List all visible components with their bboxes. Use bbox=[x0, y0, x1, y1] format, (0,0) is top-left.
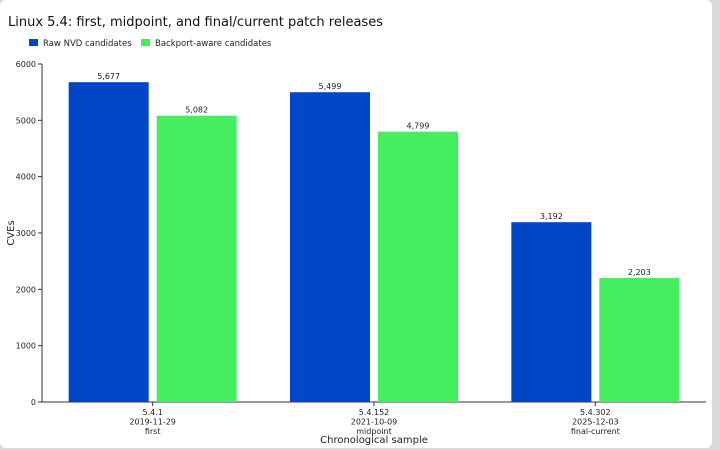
bar-labels: 5,677 5,082 5,499 4,799 3,192 2,203 bbox=[97, 72, 651, 277]
bar-backport-2 bbox=[599, 277, 680, 402]
bar-value-label: 3,192 bbox=[540, 212, 563, 221]
y-tick-label: 0 bbox=[31, 398, 36, 407]
x-tick-label: midpoint bbox=[356, 427, 392, 436]
bar-backport-1 bbox=[378, 131, 458, 403]
x-tick-label: 2025-12-03 bbox=[572, 418, 619, 427]
x-tick-label: 2019-11-29 bbox=[129, 418, 176, 427]
legend-swatch-backport bbox=[141, 39, 150, 46]
legend: Raw NVD candidates Backport-aware candid… bbox=[29, 39, 272, 49]
x-tick-label: 5.4.302 bbox=[580, 408, 611, 417]
bar-value-label: 2,203 bbox=[628, 268, 651, 277]
bar-value-label: 4,799 bbox=[407, 122, 430, 131]
legend-label-raw: Raw NVD candidates bbox=[43, 39, 132, 49]
x-tick-label: final-current bbox=[571, 427, 620, 436]
y-tick-label: 4000 bbox=[16, 173, 36, 182]
bar-value-label: 5,082 bbox=[185, 106, 208, 115]
y-tick-label: 3000 bbox=[16, 229, 36, 238]
bar-raw-0 bbox=[68, 82, 149, 402]
legend-label-backport: Backport-aware candidates bbox=[155, 39, 272, 49]
x-tick-label: 5.4.152 bbox=[359, 408, 390, 417]
x-tick-label: 2021-10-09 bbox=[351, 418, 398, 427]
bar-value-label: 5,499 bbox=[319, 82, 342, 91]
x-tick-label: first bbox=[145, 427, 161, 436]
y-tick-label: 6000 bbox=[16, 60, 36, 69]
bar-raw-1 bbox=[290, 92, 370, 403]
x-axis-label: Chronological sample bbox=[320, 435, 428, 446]
bar-value-label: 5,677 bbox=[97, 72, 120, 81]
bar-raw-2 bbox=[511, 222, 592, 402]
bars bbox=[68, 82, 680, 403]
chart-title: Linux 5.4: first, midpoint, and final/cu… bbox=[8, 15, 383, 30]
legend-swatch-raw bbox=[29, 39, 38, 46]
y-tick-label: 5000 bbox=[16, 116, 36, 125]
y-ticks: 0 1000 2000 3000 4000 5000 6000 bbox=[16, 60, 42, 407]
x-tick-label: 5.4.1 bbox=[142, 408, 162, 417]
bar-backport-0 bbox=[156, 115, 237, 403]
y-tick-label: 2000 bbox=[16, 285, 36, 294]
y-axis-label: CVEs bbox=[6, 220, 17, 245]
y-tick-label: 1000 bbox=[16, 342, 36, 351]
